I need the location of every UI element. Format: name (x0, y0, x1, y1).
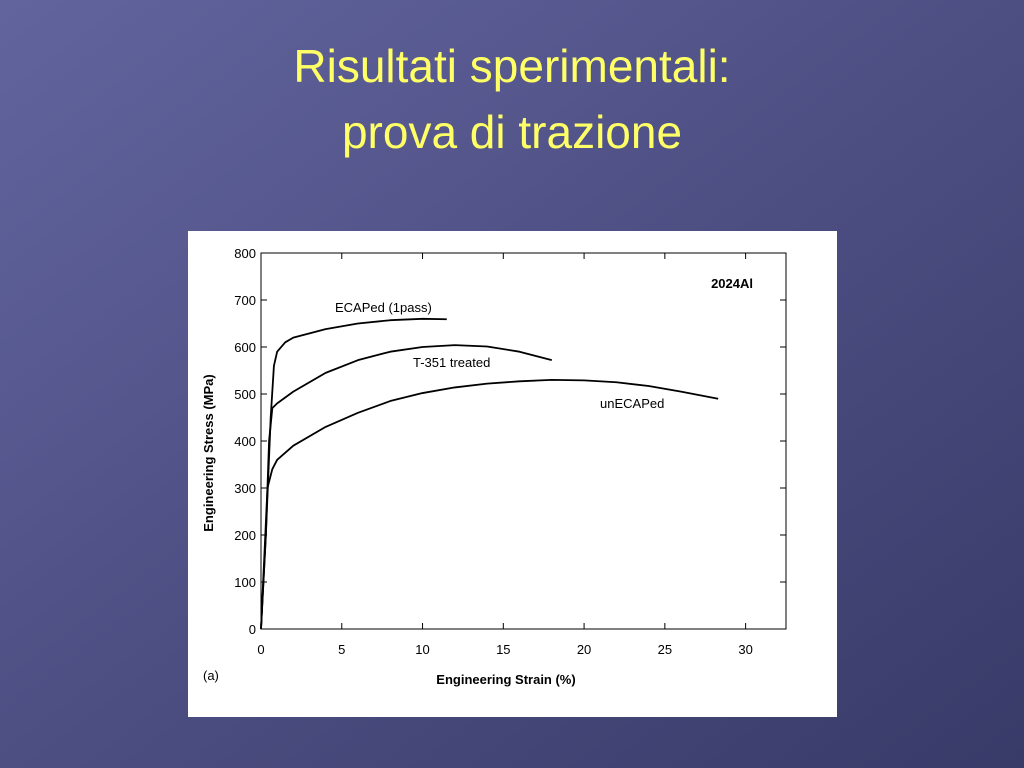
y-tick-label: 800 (234, 246, 256, 261)
x-tick-label: 5 (338, 642, 345, 657)
y-tick-label: 300 (234, 481, 256, 496)
slide-title: prova di trazione (342, 106, 682, 158)
y-axis-label: Engineering Stress (MPa) (201, 374, 216, 531)
x-tick-label: 20 (577, 642, 591, 657)
y-tick-label: 400 (234, 434, 256, 449)
chart-panel (188, 231, 837, 717)
series-label: ECAPed (1pass) (335, 300, 432, 315)
annotation: 2024Al (711, 276, 753, 291)
x-tick-label: 15 (496, 642, 510, 657)
series-label: T-351 treated (413, 355, 490, 370)
y-tick-label: 200 (234, 528, 256, 543)
y-tick-label: 100 (234, 575, 256, 590)
series-line (260, 344, 552, 630)
x-axis-label: Engineering Strain (%) (436, 672, 575, 687)
y-tick-label: 0 (249, 622, 256, 637)
y-tick-label: 700 (234, 293, 256, 308)
x-tick-label: 0 (257, 642, 264, 657)
y-tick-label: 500 (234, 387, 256, 402)
x-tick-label: 25 (658, 642, 672, 657)
x-tick-label: 30 (738, 642, 752, 657)
series-line (260, 379, 719, 630)
y-tick-label: 600 (234, 340, 256, 355)
slide-title: Risultati sperimentali: (293, 40, 730, 92)
series-label: unECAPed (600, 396, 664, 411)
x-tick-label: 10 (415, 642, 429, 657)
annotation: (a) (203, 668, 219, 683)
chart: 0 5 10 15 20 25 300100200300400500600700800Eng… (201, 246, 787, 687)
